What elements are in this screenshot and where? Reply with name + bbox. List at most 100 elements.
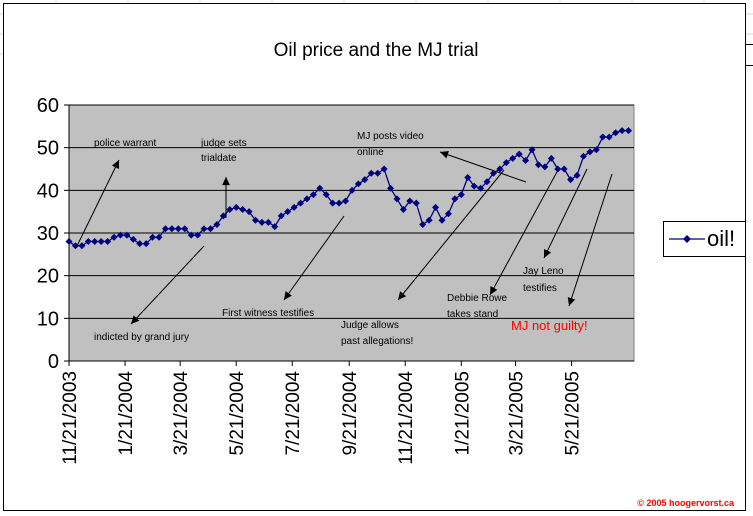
data-point bbox=[213, 220, 221, 228]
legend-marker bbox=[669, 235, 705, 243]
data-point bbox=[470, 182, 478, 190]
data-point bbox=[174, 225, 182, 233]
data-point bbox=[547, 154, 555, 162]
data-point bbox=[161, 225, 169, 233]
data-point bbox=[104, 238, 112, 246]
data-point bbox=[567, 176, 575, 184]
data-point bbox=[380, 165, 388, 173]
data-point bbox=[496, 165, 504, 173]
chart-area[interactable]: Oil price and the MJ trial 0 10 20 30 40 50 60… bbox=[3, 3, 746, 511]
annotation-arrow bbox=[439, 151, 527, 183]
data-point bbox=[245, 208, 253, 216]
arrow-head bbox=[284, 291, 292, 300]
data-point bbox=[84, 238, 92, 246]
data-point bbox=[129, 235, 137, 243]
data-point bbox=[534, 161, 542, 169]
data-point bbox=[168, 225, 176, 233]
data-point bbox=[181, 225, 189, 233]
data-point bbox=[290, 203, 298, 211]
data-point bbox=[354, 180, 362, 188]
y-tick-label: 20 bbox=[37, 266, 59, 288]
x-tick-label: 7/21/2004 bbox=[283, 371, 304, 456]
data-point bbox=[309, 191, 317, 199]
data-point bbox=[579, 152, 587, 160]
data-point bbox=[348, 186, 356, 194]
annotation-arrow bbox=[75, 159, 120, 249]
data-point bbox=[264, 218, 272, 226]
annotation: indicted by grand jury bbox=[94, 245, 205, 343]
data-point bbox=[142, 240, 150, 248]
x-tick-label: 1/21/2004 bbox=[116, 371, 137, 456]
arrow-head bbox=[440, 150, 449, 159]
data-point bbox=[560, 165, 568, 173]
data-point bbox=[477, 184, 485, 192]
annotation: police warrant bbox=[75, 138, 156, 249]
annotation: MJ not guilty! bbox=[511, 173, 613, 333]
data-point bbox=[342, 197, 350, 205]
annotation: Jay Leno testifies bbox=[523, 168, 588, 294]
x-tick-label: 1/21/2005 bbox=[452, 371, 473, 456]
data-point bbox=[457, 191, 465, 199]
data-point bbox=[335, 199, 343, 207]
y-tick-label: 0 bbox=[48, 351, 59, 373]
y-tick-label: 60 bbox=[37, 95, 59, 117]
x-axis: 11/21/2003 1/21/2004 3/21/2004 5/21/2004 7/2… bbox=[60, 360, 634, 465]
arrow-head bbox=[222, 177, 230, 186]
data-point bbox=[78, 242, 86, 250]
data-point bbox=[149, 233, 157, 241]
y-tick-label: 50 bbox=[37, 138, 59, 160]
data-point bbox=[541, 163, 549, 171]
data-point bbox=[329, 199, 337, 207]
x-tick-label: 5/21/2005 bbox=[563, 371, 584, 456]
x-tick-label: 5/21/2004 bbox=[227, 371, 248, 456]
series-oil bbox=[65, 127, 632, 250]
annotations: police warrant indicted by grand jury judg… bbox=[75, 131, 613, 347]
annotation: judge sets trialdate bbox=[200, 138, 247, 218]
annotation-arrow bbox=[130, 245, 205, 325]
annotation: First witness testifies bbox=[222, 215, 345, 319]
data-point bbox=[232, 203, 240, 211]
annotation-label: MJ posts video online bbox=[357, 131, 424, 158]
gridlines bbox=[69, 104, 634, 319]
chart-legend[interactable]: oil! bbox=[663, 221, 746, 257]
data-point bbox=[303, 195, 311, 203]
arrow-head bbox=[544, 249, 552, 258]
arrow-head bbox=[398, 291, 407, 300]
data-point bbox=[387, 184, 395, 192]
data-point bbox=[91, 238, 99, 246]
arrow-head bbox=[131, 315, 140, 324]
annotation-arrow bbox=[283, 215, 345, 301]
x-tick-label: 11/21/2004 bbox=[396, 371, 417, 465]
x-tick-label: 3/21/2005 bbox=[506, 371, 527, 456]
legend-label: oil! bbox=[707, 226, 736, 251]
data-point bbox=[361, 176, 369, 184]
series-line bbox=[68, 129, 629, 247]
data-point bbox=[258, 218, 266, 226]
data-point bbox=[316, 184, 324, 192]
annotation-label: judge sets trialdate bbox=[200, 138, 247, 164]
data-point bbox=[438, 216, 446, 224]
data-point bbox=[432, 203, 440, 211]
data-point bbox=[251, 216, 259, 224]
data-point bbox=[194, 231, 202, 239]
x-tick-label: 9/21/2004 bbox=[340, 371, 361, 456]
data-point bbox=[271, 223, 279, 231]
chart-svg: Oil price and the MJ trial 0 10 20 30 40 50 60… bbox=[37, 40, 735, 508]
data-point bbox=[123, 231, 131, 239]
annotation-label: Debbie Rowe takes stand bbox=[447, 293, 507, 320]
data-point bbox=[71, 242, 79, 250]
data-point bbox=[116, 231, 124, 239]
annotation-label: Jay Leno testifies bbox=[523, 266, 564, 294]
data-point bbox=[187, 231, 195, 239]
data-point bbox=[425, 216, 433, 224]
data-point bbox=[624, 127, 632, 135]
data-point bbox=[612, 129, 620, 137]
annotation-arrow bbox=[543, 168, 588, 259]
data-point bbox=[65, 238, 73, 246]
data-point bbox=[110, 233, 118, 241]
arrow-head bbox=[567, 297, 576, 306]
annotation-label: MJ not guilty! bbox=[511, 318, 588, 333]
data-point bbox=[444, 210, 452, 218]
annotation: Debbie Rowe takes stand bbox=[447, 169, 559, 320]
annotation-label: indicted by grand jury bbox=[94, 332, 189, 343]
